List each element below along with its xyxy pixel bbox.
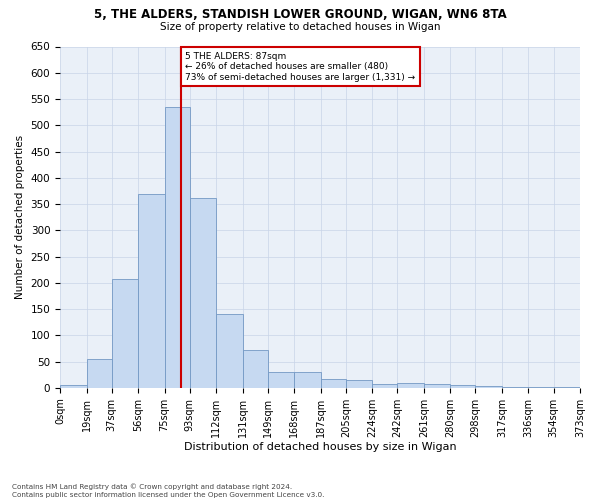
Bar <box>424 384 451 388</box>
Bar <box>372 384 397 388</box>
Bar <box>164 107 190 388</box>
Text: 5 THE ALDERS: 87sqm
← 26% of detached houses are smaller (480)
73% of semi-detac: 5 THE ALDERS: 87sqm ← 26% of detached ho… <box>185 52 416 82</box>
Text: 5, THE ALDERS, STANDISH LOWER GROUND, WIGAN, WN6 8TA: 5, THE ALDERS, STANDISH LOWER GROUND, WI… <box>94 8 506 20</box>
Y-axis label: Number of detached properties: Number of detached properties <box>15 135 25 299</box>
Bar <box>397 383 424 388</box>
Bar <box>242 350 268 388</box>
Text: Size of property relative to detached houses in Wigan: Size of property relative to detached ho… <box>160 22 440 32</box>
Bar <box>451 384 475 388</box>
Bar <box>321 379 346 388</box>
Bar <box>294 372 321 388</box>
Bar <box>138 194 164 388</box>
Bar <box>268 372 294 388</box>
Bar <box>60 385 86 388</box>
X-axis label: Distribution of detached houses by size in Wigan: Distribution of detached houses by size … <box>184 442 457 452</box>
Bar <box>346 380 372 388</box>
Bar <box>216 314 242 388</box>
Text: Contains HM Land Registry data © Crown copyright and database right 2024.
Contai: Contains HM Land Registry data © Crown c… <box>12 484 325 498</box>
Bar <box>475 386 502 388</box>
Bar <box>502 387 529 388</box>
Bar <box>86 359 112 388</box>
Bar <box>112 279 138 388</box>
Bar <box>190 198 216 388</box>
